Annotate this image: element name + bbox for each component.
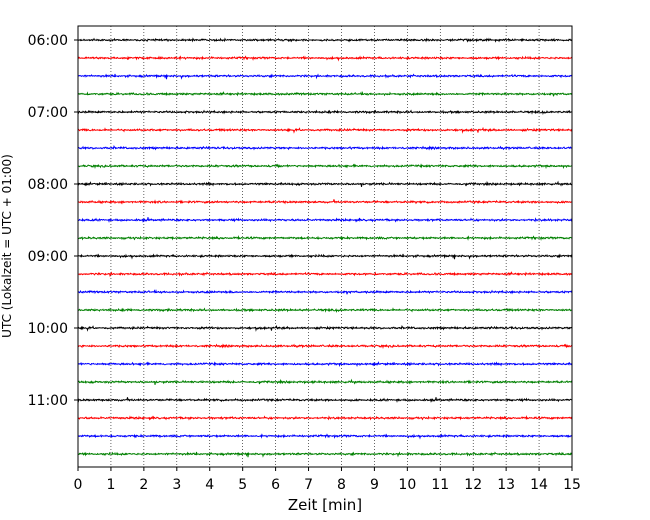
seismic-trace bbox=[77, 361, 573, 368]
y-tick-label: 09:00 bbox=[28, 249, 68, 265]
seismic-trace bbox=[77, 451, 573, 458]
y-axis-label: UTC (Lokalzeit = UTC + 01:00) bbox=[0, 154, 14, 338]
traces bbox=[77, 37, 573, 458]
seismic-trace bbox=[77, 55, 573, 62]
seismic-trace bbox=[77, 415, 573, 421]
x-tick-label: 1 bbox=[106, 477, 115, 493]
seismic-trace bbox=[77, 343, 573, 349]
seismic-trace bbox=[77, 253, 573, 260]
seismic-trace bbox=[77, 307, 573, 313]
x-tick-label: 10 bbox=[398, 477, 416, 493]
x-tick-label: 4 bbox=[205, 477, 214, 493]
seismic-trace bbox=[77, 324, 573, 332]
seismic-trace bbox=[77, 91, 573, 97]
x-tick-label: 15 bbox=[563, 477, 581, 493]
seismic-trace bbox=[77, 397, 573, 403]
seismic-trace bbox=[77, 433, 573, 440]
seismic-trace bbox=[77, 37, 573, 43]
seismic-trace bbox=[77, 180, 573, 187]
seismic-trace bbox=[77, 199, 573, 205]
x-tick-label: 12 bbox=[464, 477, 482, 493]
plot-frame bbox=[77, 25, 573, 468]
seismic-trace bbox=[77, 163, 573, 170]
x-tick-label: 8 bbox=[337, 477, 346, 493]
y-tick-label: 11:00 bbox=[28, 393, 68, 409]
seismic-trace bbox=[77, 217, 573, 223]
x-tick-label: 7 bbox=[304, 477, 313, 493]
x-axis-label: Zeit [min] bbox=[288, 496, 362, 514]
x-tick-label: 11 bbox=[431, 477, 449, 493]
x-tick-label: 2 bbox=[139, 477, 148, 493]
seismic-trace bbox=[77, 109, 573, 115]
seismic-trace bbox=[77, 73, 573, 80]
seismic-trace bbox=[77, 126, 573, 134]
y-axis: 06:00 07:00 08:00 09:00 10:00 11:00 bbox=[28, 33, 78, 409]
x-axis: 0 1 2 3 4 5 6 7 8 9 10 11 12 13 14 15 bbox=[74, 467, 581, 493]
seismic-trace bbox=[77, 235, 573, 241]
x-tick-label: 9 bbox=[370, 477, 379, 493]
y-tick-label: 08:00 bbox=[28, 177, 68, 193]
seismic-trace bbox=[77, 289, 573, 295]
x-tick-label: 0 bbox=[74, 477, 83, 493]
x-tick-label: 3 bbox=[172, 477, 181, 493]
x-tick-label: 14 bbox=[530, 477, 548, 493]
x-tick-label: 13 bbox=[497, 477, 515, 493]
y-tick-label: 06:00 bbox=[28, 33, 68, 49]
y-tick-label: 07:00 bbox=[28, 105, 68, 121]
seismic-trace bbox=[77, 378, 573, 385]
plot-area bbox=[78, 26, 572, 467]
x-tick-label: 6 bbox=[271, 477, 280, 493]
seismic-trace bbox=[77, 144, 573, 151]
y-tick-label: 10:00 bbox=[28, 321, 68, 337]
seismic-trace bbox=[77, 271, 573, 278]
x-tick-label: 5 bbox=[238, 477, 247, 493]
